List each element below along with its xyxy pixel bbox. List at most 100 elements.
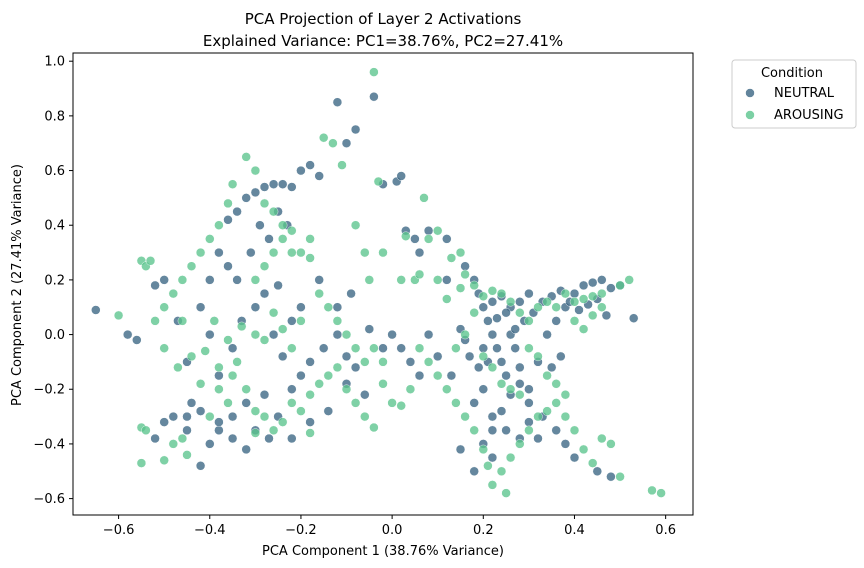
scatter-point-arousing-78 bbox=[501, 488, 511, 498]
scatter-point-neutral-16 bbox=[277, 179, 288, 189]
scatter-point-neutral-90 bbox=[606, 283, 616, 293]
scatter-point-neutral-22 bbox=[341, 138, 352, 148]
scatter-point-arousing-28 bbox=[277, 220, 288, 230]
scatter-point-neutral-76 bbox=[478, 384, 489, 394]
scatter-point-arousing-98 bbox=[578, 294, 589, 304]
scatter-point-neutral-36 bbox=[259, 389, 270, 400]
scatter-point-arousing-106 bbox=[505, 297, 516, 307]
scatter-point-neutral-97 bbox=[487, 297, 498, 307]
scatter-point-neutral-41 bbox=[318, 343, 329, 353]
scatter-point-arousing-119 bbox=[533, 351, 543, 362]
x-tick-label: 0.6 bbox=[655, 523, 676, 538]
scatter-point-arousing-103 bbox=[533, 302, 543, 312]
scatter-point-neutral-148 bbox=[195, 406, 206, 416]
scatter-point-arousing-13 bbox=[205, 411, 215, 422]
scatter-point-arousing-163 bbox=[455, 283, 466, 293]
scatter-point-arousing-166 bbox=[250, 428, 261, 438]
scatter-point-arousing-147 bbox=[287, 343, 297, 353]
scatter-point-neutral-15 bbox=[268, 179, 279, 189]
scatter-point-neutral-55 bbox=[250, 302, 261, 312]
scatter-point-neutral-42 bbox=[332, 329, 343, 340]
scatter-point-arousing-36 bbox=[364, 275, 375, 285]
scatter-point-arousing-118 bbox=[524, 343, 534, 353]
scatter-point-arousing-165 bbox=[141, 425, 151, 436]
scatter-point-neutral-117 bbox=[492, 313, 502, 323]
scatter-point-neutral-122 bbox=[551, 425, 561, 436]
scatter-point-arousing-120 bbox=[542, 370, 552, 381]
scatter-point-neutral-81 bbox=[524, 384, 534, 394]
scatter-point-neutral-123 bbox=[560, 439, 571, 449]
scatter-point-arousing-142 bbox=[350, 398, 361, 408]
scatter-point-arousing-149 bbox=[268, 307, 279, 318]
scatter-point-neutral-4 bbox=[159, 275, 169, 285]
scatter-point-neutral-162 bbox=[410, 234, 420, 244]
scatter-point-arousing-153 bbox=[223, 335, 233, 345]
scatter-point-arousing-130 bbox=[241, 384, 251, 394]
scatter-point-arousing-146 bbox=[296, 316, 306, 326]
scatter-point-arousing-102 bbox=[542, 297, 552, 307]
scatter-point-neutral-12 bbox=[241, 193, 251, 203]
scatter-point-arousing-101 bbox=[551, 302, 561, 312]
scatter-point-arousing-167 bbox=[305, 428, 315, 438]
scatter-point-arousing-86 bbox=[569, 425, 580, 436]
scatter-point-neutral-39 bbox=[296, 370, 306, 381]
scatter-point-arousing-89 bbox=[597, 433, 607, 444]
scatter-point-arousing-143 bbox=[360, 411, 370, 422]
scatter-point-neutral-149 bbox=[182, 425, 192, 436]
scatter-point-neutral-3 bbox=[150, 280, 160, 291]
scatter-point-arousing-46 bbox=[455, 247, 466, 258]
scatter-point-neutral-154 bbox=[360, 389, 370, 400]
scatter-point-arousing-52 bbox=[277, 234, 288, 244]
scatter-point-neutral-57 bbox=[268, 329, 279, 340]
scatter-point-arousing-17 bbox=[241, 152, 251, 162]
scatter-point-arousing-16 bbox=[232, 357, 242, 367]
scatter-point-arousing-96 bbox=[597, 288, 607, 299]
scatter-point-arousing-141 bbox=[341, 384, 352, 394]
scatter-point-arousing-20 bbox=[223, 198, 233, 209]
scatter-point-neutral-8 bbox=[205, 275, 215, 285]
scatter-point-arousing-67 bbox=[414, 343, 425, 353]
scatter-point-arousing-151 bbox=[250, 329, 261, 340]
scatter-point-arousing-73 bbox=[469, 425, 479, 436]
scatter-point-neutral-14 bbox=[259, 182, 270, 192]
scatter-points bbox=[91, 67, 666, 498]
scatter-point-neutral-139 bbox=[423, 225, 434, 236]
x-tick-label: 0.0 bbox=[382, 523, 403, 538]
scatter-point-neutral-150 bbox=[168, 411, 179, 422]
scatter-point-arousing-40 bbox=[396, 275, 406, 285]
scatter-point-neutral-156 bbox=[305, 417, 315, 427]
scatter-point-neutral-2 bbox=[132, 335, 142, 345]
scatter-point-neutral-24 bbox=[369, 91, 379, 102]
scatter-point-neutral-107 bbox=[574, 305, 584, 315]
scatter-point-arousing-126 bbox=[597, 302, 607, 312]
scatter-point-neutral-21 bbox=[332, 97, 343, 107]
scatter-point-neutral-17 bbox=[287, 182, 297, 192]
scatter-point-arousing-93 bbox=[656, 488, 666, 498]
y-tick-label: 0.4 bbox=[44, 219, 65, 234]
scatter-point-neutral-126 bbox=[606, 471, 616, 482]
scatter-point-arousing-137 bbox=[305, 389, 315, 400]
chart-subtitle: Explained Variance: PC1=38.76%, PC2=27.4… bbox=[203, 32, 563, 50]
scatter-point-neutral-49 bbox=[405, 357, 416, 367]
scatter-point-arousing-30 bbox=[305, 234, 315, 244]
legend-label-neutral: NEUTRAL bbox=[774, 86, 835, 101]
scatter-point-arousing-88 bbox=[587, 458, 598, 468]
scatter-point-arousing-27 bbox=[268, 206, 279, 217]
scatter-point-arousing-84 bbox=[551, 398, 561, 408]
scatter-point-arousing-23 bbox=[195, 247, 206, 258]
y-tick-label: −0.6 bbox=[33, 492, 65, 507]
scatter-point-arousing-65 bbox=[396, 400, 406, 411]
scatter-point-arousing-162 bbox=[401, 231, 411, 241]
x-axis-label: PCA Component 1 (38.76% Variance) bbox=[262, 544, 504, 559]
scatter-point-neutral-23 bbox=[350, 124, 361, 135]
scatter-point-neutral-143 bbox=[273, 280, 283, 291]
scatter-point-arousing-72 bbox=[460, 411, 470, 422]
scatter-point-arousing-66 bbox=[405, 384, 416, 394]
scatter-point-arousing-58 bbox=[332, 316, 343, 326]
scatter-point-arousing-125 bbox=[587, 310, 598, 321]
scatter-point-neutral-60 bbox=[296, 302, 306, 312]
scatter-point-neutral-19 bbox=[305, 160, 315, 170]
scatter-point-neutral-38 bbox=[287, 384, 297, 394]
scatter-point-arousing-95 bbox=[615, 280, 625, 291]
scatter-point-neutral-43 bbox=[341, 351, 352, 362]
